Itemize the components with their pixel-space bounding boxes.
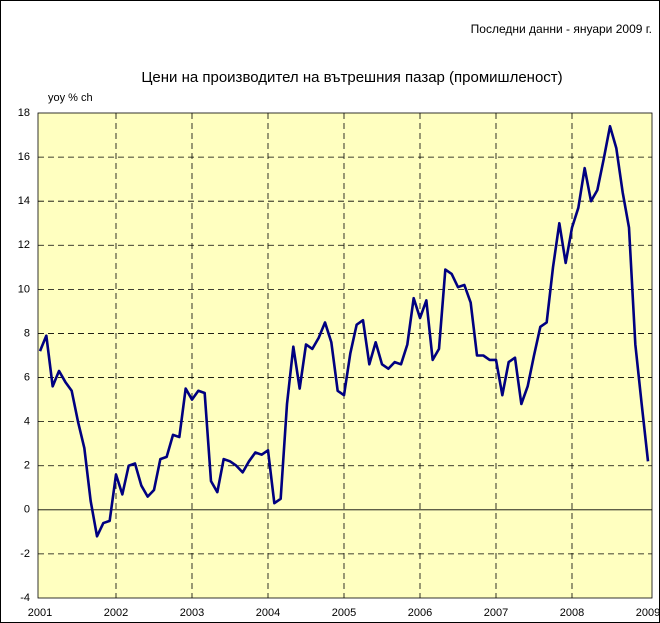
y-tick-label: 0 (24, 504, 30, 516)
series-line (38, 124, 650, 538)
y-tick-label: 12 (18, 239, 30, 251)
y-axis-label: yoy % ch (48, 92, 93, 104)
y-tick-label: -4 (20, 592, 30, 604)
note: Последни данни - януари 2009 г. (471, 22, 652, 36)
y-tick-label: 16 (18, 151, 30, 163)
x-tick-label: 2005 (332, 607, 356, 619)
y-tick-label: 4 (24, 416, 30, 428)
y-tick-label: 14 (18, 195, 30, 207)
x-tick-label: 2008 (560, 607, 584, 619)
y-tick-label: 18 (18, 107, 30, 119)
x-tick-label: 2002 (104, 607, 128, 619)
y-tick-label: 2 (24, 460, 30, 472)
y-tick-label: 6 (24, 371, 30, 383)
chart-title: Цени на производител на вътрешния пазар … (141, 69, 562, 86)
x-tick-label: 2007 (484, 607, 508, 619)
x-tick-label: 2003 (180, 607, 204, 619)
plot-area (37, 112, 653, 599)
y-tick-label: 10 (18, 283, 30, 295)
x-tick-label: 2009 (636, 607, 660, 619)
y-tick-label: 8 (24, 327, 30, 339)
y-tick-label: -2 (20, 548, 30, 560)
x-tick-label: 2004 (256, 607, 280, 619)
x-tick-label: 2006 (408, 607, 432, 619)
x-tick-label: 2001 (28, 607, 52, 619)
